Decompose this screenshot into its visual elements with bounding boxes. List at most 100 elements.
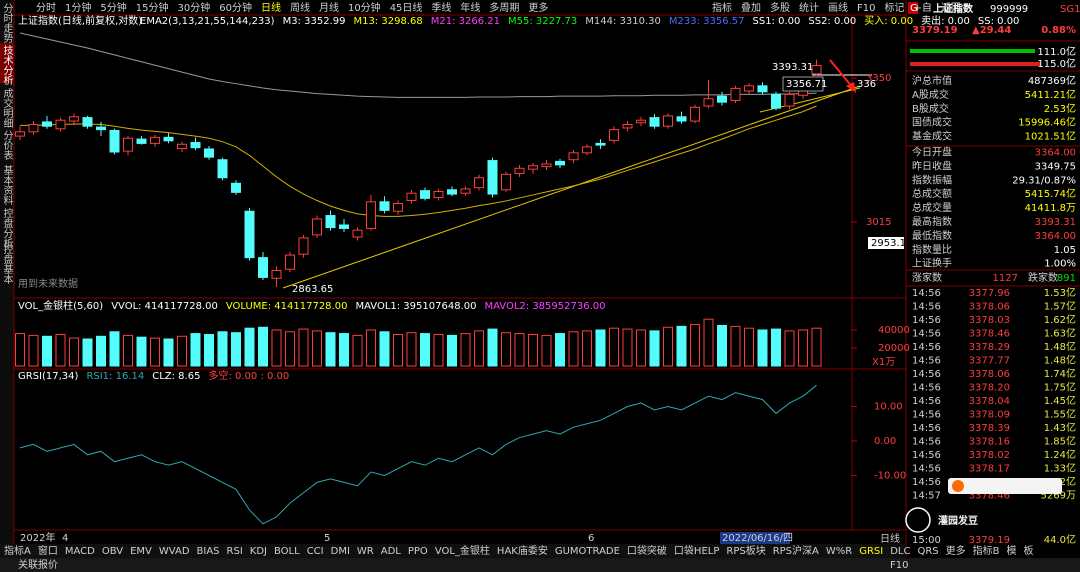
period-tab[interactable]: 5分钟 <box>100 1 126 14</box>
volume-bar <box>676 325 687 367</box>
volume-bar <box>784 330 795 367</box>
indicator-tab[interactable]: CCI <box>307 546 324 557</box>
indicator-tab[interactable]: GUMOTRADE <box>555 546 620 557</box>
indicator-tab[interactable]: 指标B <box>973 544 1000 557</box>
candle-body <box>163 136 174 142</box>
stat-value: 1.05 <box>1054 245 1076 256</box>
sidebar-tab[interactable]: 分价表 <box>1 130 13 161</box>
indicator-tab[interactable]: 窗口 <box>38 544 58 557</box>
indicator-tab[interactable]: VOL_金银柱 <box>435 544 490 557</box>
tool-button[interactable]: 返回 <box>941 2 961 14</box>
period-tab[interactable]: 季线 <box>431 1 451 14</box>
candle-body <box>28 123 39 133</box>
period-tab[interactable]: 30分钟 <box>177 1 210 14</box>
indicator-tab[interactable]: OBV <box>102 546 123 557</box>
candle-body <box>555 160 565 166</box>
legend-item: M21: 3266.21 <box>431 16 500 27</box>
period-tab[interactable]: 分时 <box>36 2 56 14</box>
period-tab[interactable]: 日线 <box>261 1 281 14</box>
volume-bar <box>96 335 106 367</box>
stat-label: 指数量比 <box>912 243 952 256</box>
volume-bar <box>622 328 633 367</box>
tick-volume: 1.53亿 <box>1044 286 1076 299</box>
indicator-tab[interactable]: RPS沪深A <box>773 544 819 557</box>
tool-button[interactable]: +自 <box>913 1 931 14</box>
candle-body <box>271 270 282 279</box>
indicator-tab[interactable]: DLC <box>890 546 910 557</box>
period-tab[interactable]: 45日线 <box>390 1 423 14</box>
indicator-tab[interactable]: BOLL <box>274 546 300 557</box>
tool-button[interactable]: 画线 <box>828 1 848 14</box>
candle-body <box>231 182 241 193</box>
period-tab[interactable]: 更多 <box>528 1 548 14</box>
volume-bar <box>271 329 282 367</box>
y-tick-label: 0.00 <box>874 436 896 447</box>
stat-label: 沪总市值 <box>912 74 952 87</box>
status-item[interactable]: 关联报价 <box>18 558 58 571</box>
period-tab[interactable]: 周线 <box>290 1 310 14</box>
sidebar-tab[interactable]: 成交明细 <box>1 88 13 128</box>
period-tab[interactable]: 多周期 <box>489 1 519 14</box>
flag-bg <box>908 2 918 14</box>
indicator-tab[interactable]: QRS <box>917 546 938 557</box>
indicator-tab[interactable]: EMV <box>130 546 152 557</box>
status-item[interactable]: F10 <box>890 560 908 571</box>
indicator-tab[interactable]: PPO <box>408 546 428 557</box>
indicator-tab[interactable]: 口袋突破 <box>627 544 667 557</box>
indicator-tab[interactable]: WR <box>357 546 374 557</box>
candle-body <box>541 163 552 168</box>
stat-label: 上证换手 <box>912 257 952 270</box>
indicator-tab[interactable]: 板 <box>1024 544 1034 557</box>
indicator-tab[interactable]: DMI <box>331 546 350 557</box>
indicator-tab[interactable]: RPS板块 <box>726 544 765 557</box>
period-tab[interactable]: 10分钟 <box>348 1 381 14</box>
tick-volume: 1.85亿 <box>1044 435 1076 448</box>
volume-bar <box>811 327 822 367</box>
candle-body <box>663 115 673 127</box>
sidebar-tab[interactable]: 控盘基本 <box>1 243 13 285</box>
tool-button[interactable]: F10 <box>857 3 875 14</box>
period-tab[interactable]: 60分钟 <box>219 1 252 14</box>
period-tab[interactable]: 1分钟 <box>65 1 91 14</box>
period-tab[interactable]: 年线 <box>460 1 480 14</box>
sidebar-tab[interactable]: 控盘分析 <box>1 207 13 249</box>
indicator-tab[interactable]: WVAD <box>159 546 190 557</box>
indicator-tab[interactable]: MACD <box>65 546 95 557</box>
indicator-tab[interactable]: RSI <box>227 546 243 557</box>
tick-volume: 1.75亿 <box>1044 381 1076 394</box>
period-tab[interactable]: 月线 <box>319 1 339 14</box>
volume-bar <box>460 333 471 367</box>
indicator-tab[interactable]: W%R <box>826 546 852 557</box>
tick-volume: 1.48亿 <box>1044 354 1076 367</box>
tool-button[interactable]: 标记 <box>884 2 904 14</box>
candle-body <box>811 65 822 75</box>
period-tab[interactable]: 15分钟 <box>136 1 169 14</box>
sidebar-tab[interactable]: 分时走势 <box>1 3 13 44</box>
indicator-tab[interactable]: ADL <box>381 546 402 557</box>
sidebar-tab[interactable]: 基本资料 <box>1 164 13 206</box>
indicator-tab[interactable]: 模 <box>1007 545 1017 557</box>
candle-body <box>298 237 309 255</box>
status-bg <box>0 558 1080 572</box>
volume-bar <box>28 334 39 367</box>
tool-button[interactable]: 指标 <box>712 1 732 14</box>
indicator-tab[interactable]: GRSI <box>859 546 883 557</box>
indicator-tab[interactable]: KDJ <box>250 546 267 557</box>
sidebar-tab[interactable]: 技术分析 <box>1 44 13 86</box>
volume-bar <box>69 337 79 367</box>
volume-bar <box>109 331 120 367</box>
legend-item: SS: 0.00 <box>978 16 1020 27</box>
stock-tag: SG1 <box>1060 4 1080 15</box>
stat-value: 5415.74亿 <box>1025 187 1076 200</box>
indicator-tab[interactable]: 更多 <box>946 544 966 557</box>
tool-button[interactable]: 多股 <box>770 1 790 14</box>
candle-body <box>501 173 511 191</box>
indicator-tab[interactable]: BIAS <box>197 546 220 557</box>
indicator-tab[interactable]: HAK庙委安 <box>497 544 548 557</box>
tool-button[interactable]: 叠加 <box>741 2 761 14</box>
volume-bar <box>771 328 781 367</box>
volume-bar <box>298 328 309 367</box>
indicator-tab[interactable]: 指标A <box>4 544 31 557</box>
tool-button[interactable]: 统计 <box>799 1 819 14</box>
indicator-tab[interactable]: 口袋HELP <box>674 544 719 557</box>
